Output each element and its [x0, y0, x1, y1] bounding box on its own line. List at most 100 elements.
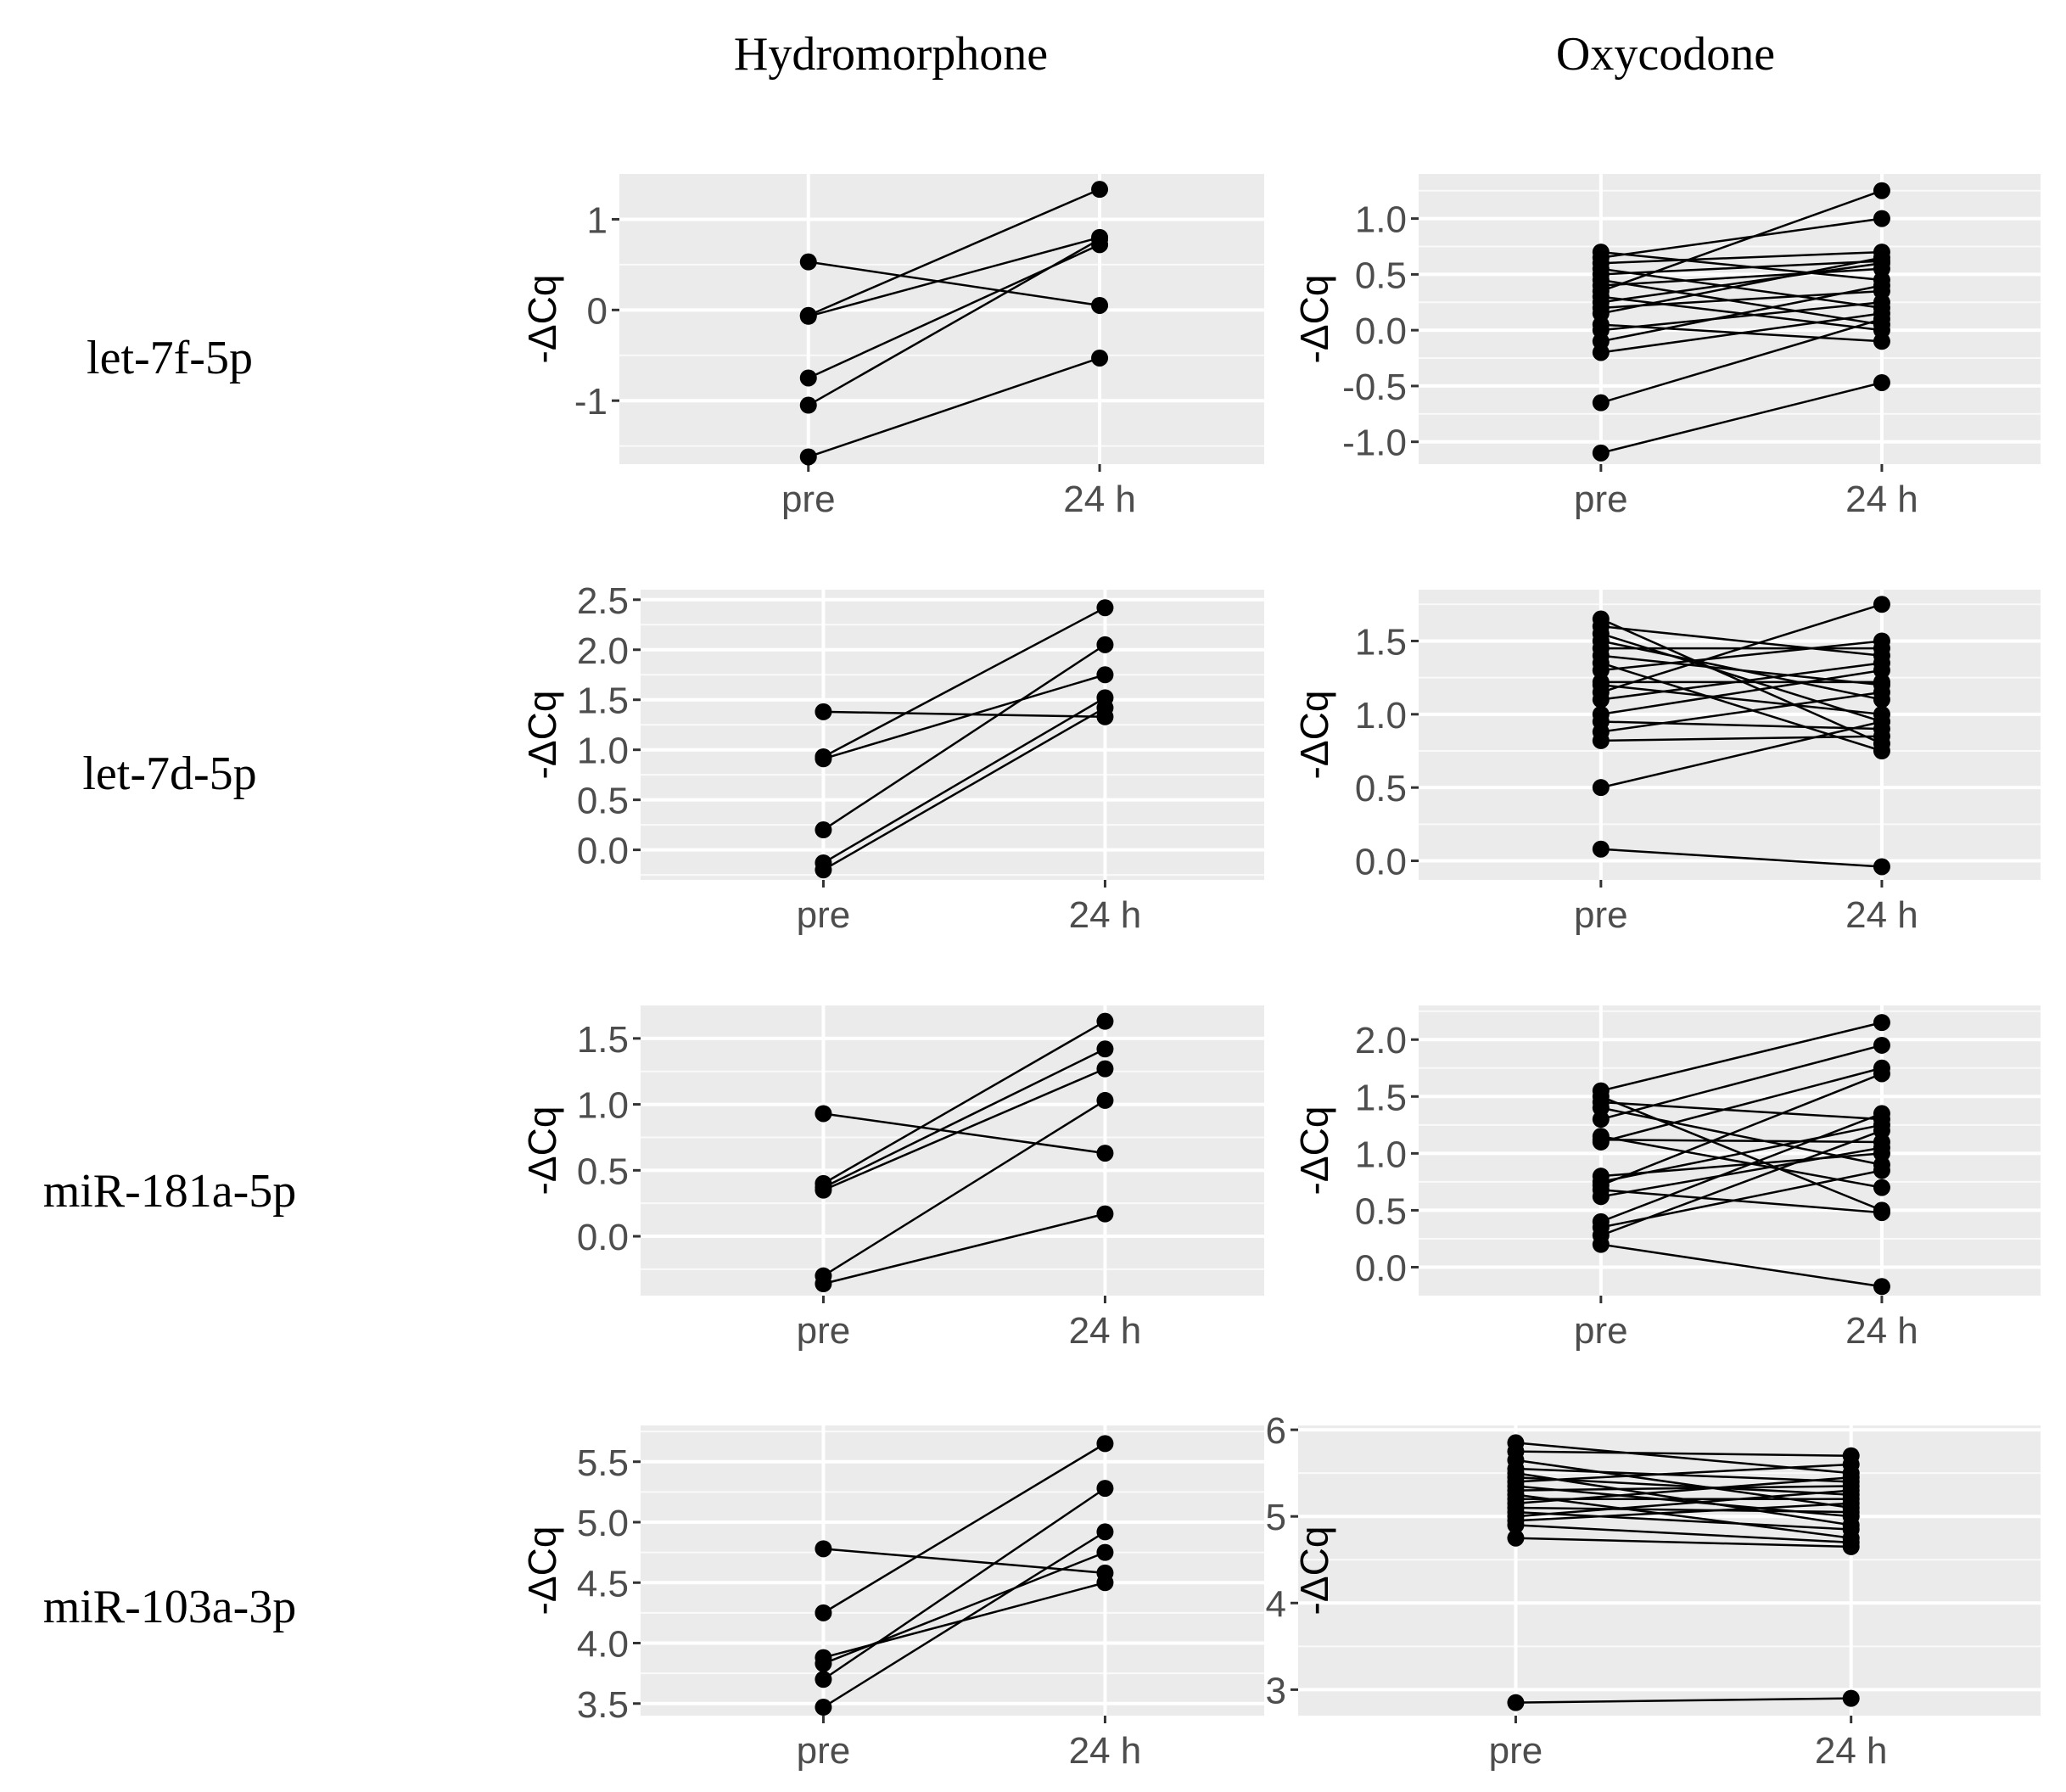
y-tick-label: 4 — [1266, 1583, 1286, 1625]
data-point-s6-24h — [1091, 349, 1109, 367]
data-point-s17-24h — [1873, 311, 1890, 328]
series-line-s6 — [1600, 278, 1883, 326]
panel-let-7f-5p-oxycodone: -1.0 -0.5 0.0 0.5 1.0 pre 24 h -ΔCq — [1292, 174, 2041, 520]
data-point-s4-24h — [1096, 1060, 1114, 1078]
series-line-s12 — [1600, 662, 1883, 701]
y-tick-label: 3.5 — [577, 1684, 629, 1726]
y-tick-label: 0.0 — [577, 1217, 629, 1258]
y-axis-title: -ΔCq — [1292, 691, 1336, 780]
data-point-s4-pre — [815, 821, 832, 839]
data-point-s2-24h — [1096, 599, 1114, 617]
series-line-s2 — [822, 1020, 1106, 1184]
data-point-s2-pre — [815, 1604, 832, 1621]
y-tick-label: 1.0 — [1355, 1134, 1407, 1175]
data-point-s15-24h — [1842, 1481, 1860, 1499]
y-tick-label: 1.0 — [577, 1085, 629, 1127]
data-point-s8-pre — [1592, 1133, 1610, 1151]
data-point-s13-pre — [1592, 1188, 1610, 1206]
series-line-s9 — [1515, 1485, 1851, 1492]
data-point-s2-24h — [1873, 210, 1890, 227]
data-point-s18-pre — [1592, 444, 1610, 462]
x-tick-label: pre — [1574, 1310, 1628, 1352]
series-line-s3 — [808, 236, 1100, 318]
y-tick-label: 6 — [1266, 1410, 1286, 1452]
y-tick-label: 1.5 — [1355, 1077, 1407, 1118]
data-point-s3-24h — [1096, 1574, 1114, 1592]
data-point-s17-24h — [1873, 1278, 1890, 1296]
y-tick-label: 0.5 — [1355, 768, 1407, 809]
data-point-s12-24h — [1842, 1469, 1860, 1487]
data-point-s13-24h — [1873, 1139, 1890, 1156]
data-point-s11-24h — [1873, 596, 1890, 613]
data-point-s15-24h — [1873, 1162, 1890, 1179]
series-line-s6 — [822, 1531, 1106, 1709]
y-tick-label: 0.0 — [1355, 1247, 1407, 1289]
series-line-s8 — [1600, 189, 1883, 293]
panel-let-7f-5p-hydromorphone: -1 0 1 pre 24 h -ΔCq — [520, 174, 1264, 520]
plot-background — [619, 174, 1264, 464]
series-line-s17 — [1600, 1243, 1883, 1288]
data-point-s4-24h — [1096, 636, 1114, 653]
data-point-s5-pre — [815, 1671, 832, 1688]
data-point-s5-pre — [1592, 1111, 1610, 1128]
data-point-s1-24h — [1091, 296, 1109, 314]
x-tick-label: 24 h — [1069, 1310, 1142, 1352]
data-point-s18-pre — [1592, 840, 1610, 858]
series-line-s5 — [822, 1487, 1106, 1681]
series-line-s14 — [1600, 1112, 1883, 1223]
data-point-s12-pre — [1592, 691, 1610, 708]
data-point-s19-pre — [1507, 1694, 1525, 1711]
y-axis-title: -ΔCq — [520, 1526, 564, 1616]
series-line-s11 — [1600, 603, 1883, 694]
series-line-s10 — [1515, 1493, 1851, 1539]
data-point-s1-pre — [815, 703, 832, 720]
column-header-oxycodone: Oxycodone — [1556, 28, 1775, 81]
data-point-s17-pre — [1592, 1235, 1610, 1253]
data-point-s17-pre — [1592, 394, 1610, 412]
x-tick-label: 24 h — [1845, 479, 1918, 520]
series-line-s12 — [1600, 1189, 1883, 1214]
data-point-s13-24h — [1873, 333, 1890, 350]
data-point-s1-pre — [799, 253, 817, 271]
y-tick-label: 1.0 — [577, 731, 629, 772]
series-line-s1 — [1600, 250, 1883, 282]
data-point-s3-24h — [1096, 666, 1114, 684]
x-tick-label: pre — [781, 479, 836, 520]
plot-background — [641, 1005, 1264, 1296]
series-line-s3 — [1600, 250, 1882, 265]
data-point-s5-24h — [1096, 1480, 1114, 1498]
series-line-s19 — [1515, 1697, 1851, 1704]
series-line-s14 — [1515, 1510, 1851, 1531]
x-tick-label: 24 h — [1069, 1730, 1142, 1772]
data-point-s18-pre — [1507, 1529, 1525, 1547]
series-line-s7 — [1515, 1463, 1851, 1483]
data-point-s5-24h — [1873, 1036, 1890, 1054]
panel-mir-103a-3p-oxycodone: 3 4 5 6 pre 24 h -ΔCq — [1266, 1410, 2041, 1772]
data-point-s6-pre — [815, 1699, 832, 1716]
series-line-s16 — [1600, 735, 1882, 742]
plot-background — [1298, 1425, 2041, 1716]
y-axis-title: -ΔCq — [1292, 1106, 1336, 1196]
data-point-s6-24h — [1096, 1523, 1114, 1541]
y-tick-label: 4.0 — [577, 1624, 629, 1666]
data-point-s3-pre — [815, 750, 832, 768]
y-tick-label: -1.0 — [1342, 423, 1407, 464]
data-point-s16-pre — [1592, 344, 1610, 361]
data-point-s3-24h — [1096, 1040, 1114, 1058]
x-tick-label: pre — [1489, 1730, 1543, 1772]
data-point-s4-pre — [799, 369, 817, 387]
y-tick-label: 1.5 — [577, 1019, 629, 1061]
series-line-s1 — [823, 1548, 1106, 1575]
series-line-s6 — [808, 356, 1100, 458]
series-line-s4 — [822, 1067, 1106, 1191]
y-tick-label: 0.5 — [577, 781, 629, 822]
data-point-s5-24h — [1096, 1091, 1114, 1109]
series-line-s2 — [1600, 217, 1883, 259]
x-tick-label: 24 h — [1845, 1310, 1918, 1352]
series-line-s12 — [1515, 1476, 1851, 1505]
plot-background — [641, 590, 1264, 880]
y-tick-label: 2.0 — [577, 630, 629, 672]
plot-background — [1419, 174, 2041, 464]
y-axis-title: -ΔCq — [520, 691, 564, 780]
data-point-s7-24h — [1842, 1455, 1860, 1473]
